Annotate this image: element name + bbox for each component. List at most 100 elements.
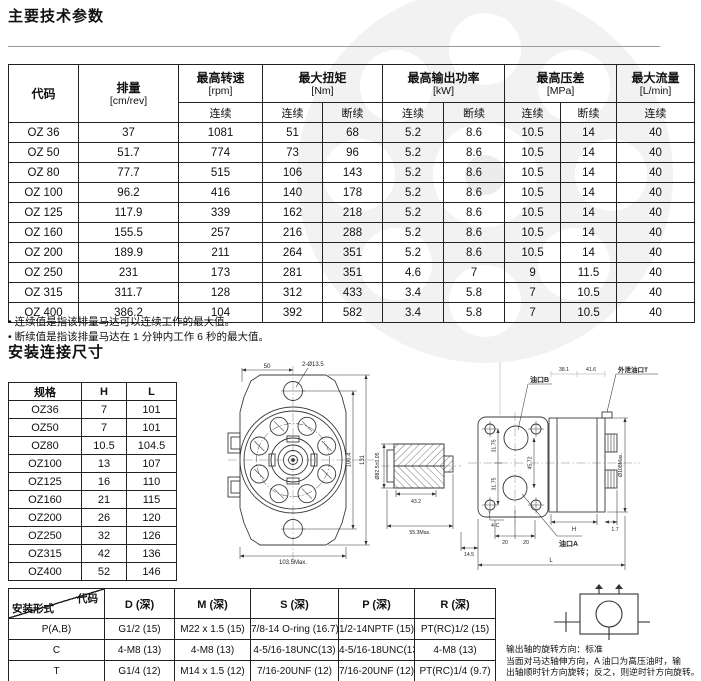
port-header-m: M (深) [174,588,251,619]
table-cell: 5.8 [443,302,506,323]
table-cell: 8.6 [443,242,506,263]
table-cell: 7 [81,400,127,419]
dim-label-3175b: 31.75 [492,477,498,490]
subheader-continuous: 连续 [382,102,445,123]
dim-label-20a: 20 [502,540,508,546]
table-row: OZ 100 96.2 416 140 178 5.2 8.6 10.5 14 40 [8,182,696,203]
table-cell: 7/8-14 O-ring (16.7) [250,618,339,640]
port-header-p: P (深) [338,588,415,619]
table-cell: 40 [616,262,696,283]
table-cell: 52 [81,562,127,581]
dim-label-432: 43.2 [411,499,421,505]
table-row: OZ400 52 146 [8,562,177,581]
dim-table-body: OZ36 7 101 OZ50 7 101 OZ80 10.5 104.5 OZ100 13 107 O… [8,400,177,581]
table-cell: 4-5/16-18UNC(13) [250,639,339,661]
table-cell: 257 [178,222,263,243]
table-cell: 40 [616,202,696,223]
dimension-table: 规格 H L OZ36 7 101 OZ50 7 101 OZ80 10.5 104.5 OZ10… [8,382,177,581]
side-view-drawing [468,411,640,522]
table-cell: 146 [126,562,177,581]
table-cell: 96.2 [78,182,179,203]
subheader-continuous: 连续 [504,102,562,123]
table-cell: 7/16-20UNF (12) [338,660,415,681]
dim-label-bottom: 103.5Max. [279,560,307,566]
front-view-drawing [227,366,374,562]
table-cell: 351 [321,242,384,263]
table-cell: OZ160 [8,490,82,509]
table-cell: 14 [560,162,618,183]
table-cell: OZ 400 [8,302,79,323]
subheader-intermittent: 断续 [321,102,384,123]
table-cell: PT(RC)1/4 (9.7) [414,660,496,681]
table-cell: 162 [262,202,323,223]
table-cell: 40 [616,222,696,243]
table-cell: 5.2 [382,242,445,263]
table-cell: 101 [126,400,177,419]
table-cell: 386.2 [78,302,179,323]
drain-port-label: 外泄油口T [618,365,648,374]
table-cell: 8.6 [443,202,506,223]
table-cell: 339 [178,202,263,223]
col-header-torque: 最大扭矩 [Nm] [261,64,384,103]
table-cell: 1081 [178,122,263,143]
table-cell: OZ125 [8,472,82,491]
table-cell: OZ36 [8,400,82,419]
table-cell: 433 [321,282,384,303]
table-cell: 4-M8 (13) [104,639,175,661]
table-row: T G1/4 (12) M14 x 1.5 (12) 7/16-20UNF (12) 7… [8,660,496,681]
table-cell: PT(RC)1/2 (15) [414,618,496,640]
table-row: OZ80 10.5 104.5 [8,436,177,455]
table-cell: G1/2 (15) [104,618,175,640]
table-cell: OZ50 [8,418,82,437]
subheader-continuous: 连续 [616,102,696,123]
table-row: OZ250 32 126 [8,526,177,545]
corner-header: 代码 安装形式 [8,588,105,619]
table-cell: 96 [321,142,384,163]
table-cell: T [8,660,105,681]
port-table: 代码 安装形式 D (深) M (深) S (深) P (深) R (深) P(… [8,588,496,681]
table-cell: 107 [126,454,177,473]
dim-label-381: 38.1 [559,367,569,373]
section-title: 安装连接尺寸 [8,344,105,361]
table-cell: OZ250 [8,526,82,545]
table-cell: 110 [126,472,177,491]
port-header-r: R (深) [414,588,496,619]
table-cell: M14 x 1.5 (12) [174,660,251,681]
table-row: OZ 200 189.9 211 264 351 5.2 8.6 10.5 14 40 [8,242,696,263]
dim-label-3175a: 31.75 [492,439,498,452]
col-header-speed: 最高转速 [rpm] [178,64,263,103]
table-cell: 311.7 [78,282,179,303]
table-cell: OZ 80 [8,162,79,183]
table-cell: 8.6 [443,122,506,143]
table-cell: 120 [126,508,177,527]
dim-label-h: H [572,527,576,533]
table-cell: 5.8 [443,282,506,303]
table-cell: 7 [443,262,506,283]
col-header-power: 最高输出功率 [kW] [382,64,506,103]
table-row: OZ 250 231 173 281 351 4.6 7 9 11.5 40 [8,262,696,283]
table-cell: 5.2 [382,122,445,143]
table-cell: 136 [126,544,177,563]
table-cell: 16 [81,472,127,491]
table-cell: 14 [560,142,618,163]
subheader-intermittent: 断续 [560,102,618,123]
table-cell: 14 [560,202,618,223]
table-cell: OZ 250 [8,262,79,283]
table-cell: 216 [262,222,323,243]
rotation-note-line3: 出轴顺时针方向旋转；反之，则逆时针方向旋转。 [506,667,700,678]
table-row: OZ 315 311.7 128 312 433 3.4 5.8 7 10.5 40 [8,282,696,303]
table-row: OZ 50 51.7 774 73 96 5.2 8.6 10.5 14 40 [8,142,696,163]
table-cell: 5.2 [382,222,445,243]
table-cell: 7 [504,302,562,323]
table-cell: 5.2 [382,202,445,223]
dim-label-l: L [549,558,553,564]
spec-table: 代码 排量 [cm/rev] 最高转速 [rpm] 最大扭矩 [Nm] 最高输出功率[… [8,64,696,323]
table-cell: 416 [178,182,263,203]
rotation-note-line1: 输出轴的旋转方向：标准 [506,644,603,654]
table-cell: OZ 50 [8,142,79,163]
table-cell: 4-M8 (13) [414,639,496,661]
col-header-displacement: 排量 [cm/rev] [78,64,179,123]
table-row: OZ 400 386.2 104 392 582 3.4 5.8 7 10.5 40 [8,302,696,323]
table-cell: 40 [616,182,696,203]
table-cell: 178 [321,182,384,203]
